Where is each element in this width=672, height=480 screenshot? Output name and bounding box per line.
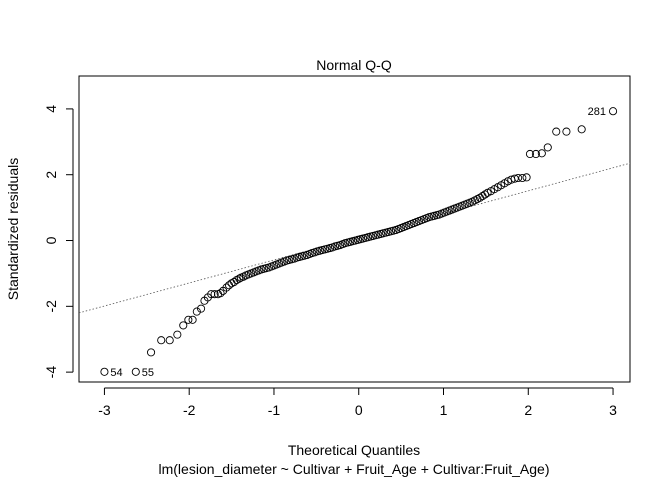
point-label-54: 54 [110,367,122,379]
point-label-55: 55 [142,367,154,379]
data-point [192,307,201,316]
data-point [522,173,531,182]
data-point [552,127,561,136]
data-point [147,348,156,357]
point-label-281: 281 [588,106,606,118]
data-point [179,321,188,330]
x-tick-label: 1 [440,402,448,418]
data-point [510,174,519,183]
data-point [222,283,231,292]
data-point [562,127,571,136]
data-point [518,173,527,183]
x-tick-label: -2 [183,402,196,418]
y-tick-label: 0 [43,236,59,244]
data-point [531,149,540,159]
plot-frame [78,75,631,383]
x-tick-label: 3 [609,402,617,418]
data-point [100,367,109,376]
data-point [216,289,225,298]
y-axis-label: Standardized residuals [5,158,21,300]
y-tick-label: -2 [43,300,59,313]
x-tick-label: 0 [355,402,363,418]
data-point [157,336,166,345]
data-point [165,336,174,345]
data-point [197,304,206,313]
data-point [577,125,586,134]
reference-line [79,162,630,314]
data-point [525,149,535,159]
data-points [100,107,618,376]
data-point [537,149,546,158]
y-axis: -4 -2 0 2 4 [43,105,74,379]
x-tick-label: -3 [98,402,111,418]
data-point [514,173,523,183]
x-tick-label: 2 [524,402,532,418]
y-tick-label: -4 [43,366,59,379]
y-tick-label: 4 [43,105,59,113]
data-point [608,107,618,116]
chart-subtitle: lm(lesion_diameter ~ Cultivar + Fruit_Ag… [159,461,550,477]
data-point [131,367,140,376]
data-point [184,315,193,324]
x-axis: -3 -2 -1 0 1 2 3 [98,387,617,418]
data-point [210,290,219,299]
data-point [173,330,182,339]
chart-title: Normal Q-Q [316,57,392,73]
y-tick-label: 2 [43,171,59,179]
x-tick-label: -1 [268,402,281,418]
data-point [235,274,244,283]
point-labels: 54 55 281 [110,106,606,379]
data-point [188,315,197,324]
x-axis-label: Theoretical Quantiles [288,442,420,458]
data-point [543,143,552,152]
